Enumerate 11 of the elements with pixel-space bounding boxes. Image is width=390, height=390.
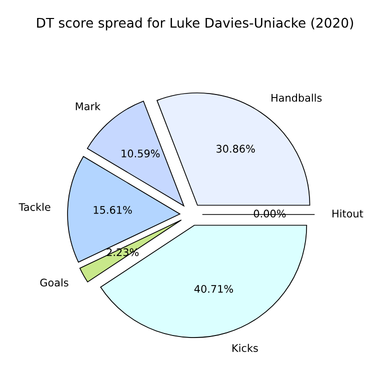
data-label: 10.59%	[122, 150, 160, 158]
slice-label: Mark	[76, 102, 101, 110]
slice-label: Goals	[40, 278, 68, 287]
category-label: Hitout	[332, 209, 364, 218]
slice-label: Kicks	[232, 344, 258, 352]
data-label: 30.86%	[216, 144, 255, 153]
slice-label: Handballs	[272, 94, 322, 102]
slice-label: Tackle	[18, 202, 50, 211]
chart-title: DT score spread for Luke Davies-Uniacke (2020)	[37, 18, 354, 30]
data-label: 40.71%	[194, 284, 234, 293]
data-label: 15.61%	[94, 206, 132, 214]
